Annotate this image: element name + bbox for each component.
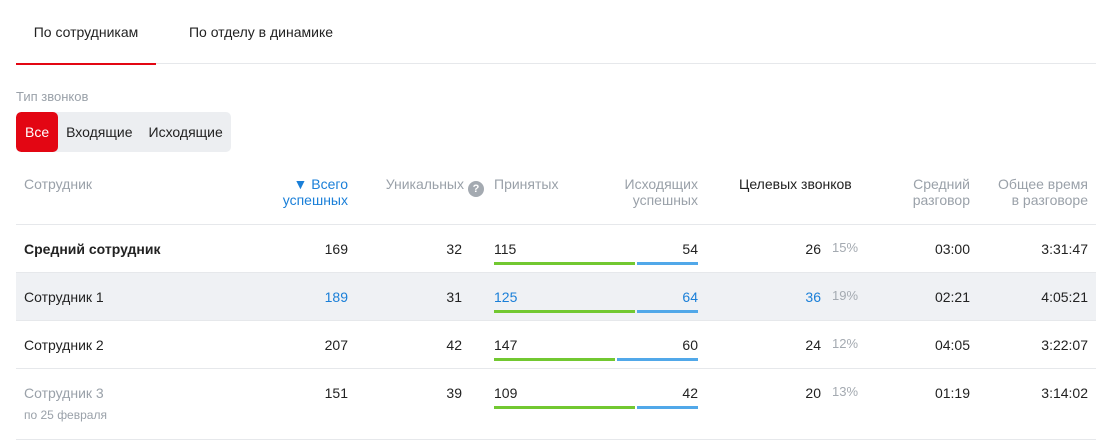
employee-name: Сотрудник 2 (24, 337, 104, 353)
accepted-value: 147 (494, 337, 518, 353)
col-header-employee[interactable]: Сотрудник (24, 176, 93, 192)
unique-value: 32 (446, 241, 462, 257)
accepted-value: 115 (494, 241, 517, 257)
call-type-incoming-button[interactable]: Входящие (66, 124, 133, 140)
help-icon[interactable]: ? (468, 181, 484, 197)
target-calls-percent: 19% (832, 288, 859, 303)
outgoing-bar-segment (637, 262, 698, 265)
col-header-total-line1: ▼ Всего (293, 176, 348, 192)
outgoing-value: 60 (682, 337, 698, 353)
total-talk-time-value: 3:31:47 (1041, 241, 1088, 257)
table-row[interactable]: Сотрудник 2 207 42 147 60 24 12% 04:05 3… (16, 320, 1096, 368)
call-type-segmented-control: Все Входящие Исходящие (16, 112, 231, 152)
total-successful-value: 169 (324, 241, 348, 257)
unique-value: 42 (446, 337, 462, 353)
total-successful-value: 207 (324, 337, 348, 353)
tab-bar: По сотрудникам По отделу в динамике (16, 0, 1096, 65)
call-type-all-button[interactable]: Все (16, 112, 59, 152)
calls-ratio-bar (494, 310, 698, 313)
avg-conversation-value: 02:21 (934, 289, 970, 305)
total-talk-time-value: 4:05:21 (1041, 289, 1088, 305)
tab-by-employees[interactable]: По сотрудникам (16, 0, 156, 65)
col-header-unique-label: Уникальных (385, 176, 464, 192)
call-type-label: Тип звонков (16, 89, 89, 104)
target-calls-percent: 12% (832, 336, 859, 351)
target-calls-percent: 15% (832, 240, 859, 255)
outgoing-value: 54 (682, 241, 698, 257)
col-header-outgoing-line2: успешных (632, 192, 698, 208)
accepted-bar-segment (494, 262, 635, 265)
accepted-value: 109 (494, 385, 518, 401)
outgoing-bar-segment (617, 358, 698, 361)
col-header-avg-line1: Средний (913, 176, 970, 192)
accepted-link[interactable]: 125 (494, 289, 518, 305)
total-successful-value: 151 (324, 385, 348, 401)
col-header-avg-conversation[interactable]: Средний разговор (880, 176, 970, 208)
col-header-time-line2: в разговоре (1011, 192, 1088, 208)
avg-conversation-value: 03:00 (934, 241, 970, 257)
employee-note: по 25 февраля (24, 408, 107, 422)
outgoing-value: 42 (682, 385, 698, 401)
calls-ratio-bar (494, 358, 698, 361)
col-header-outgoing-line1: Исходящих (624, 176, 698, 192)
calls-ratio-bar (494, 406, 698, 409)
outgoing-link[interactable]: 64 (682, 289, 698, 305)
col-header-total-line2: успешных (282, 192, 348, 208)
unique-value: 39 (446, 385, 462, 401)
tab-department-dynamics[interactable]: По отделу в динамике (188, 24, 334, 40)
target-calls-value: 26 (805, 241, 821, 257)
unique-value: 31 (446, 289, 462, 305)
accepted-bar-segment (494, 406, 635, 409)
total-talk-time-value: 3:22:07 (1041, 337, 1088, 353)
target-calls-link[interactable]: 36 (805, 289, 821, 305)
table-row: Средний сотрудник 169 32 115 54 26 15% 0… (16, 224, 1096, 272)
col-header-accepted[interactable]: Принятых (494, 176, 559, 192)
avg-conversation-value: 01:19 (934, 385, 970, 401)
employee-name: Средний сотрудник (24, 241, 161, 257)
total-talk-time-value: 3:14:02 (1041, 385, 1088, 401)
target-calls-value: 24 (805, 337, 821, 353)
col-header-time-line1: Общее время (998, 176, 1088, 192)
table-row[interactable]: Сотрудник 1 189 31 125 64 36 19% 02:21 4… (16, 272, 1096, 320)
outgoing-bar-segment (637, 406, 698, 409)
col-header-target-calls[interactable]: Целевых звонков (739, 176, 852, 192)
employee-name: Сотрудник 1 (24, 289, 104, 305)
table-row[interactable]: Сотрудник 3 по 25 февраля 151 39 109 42 … (16, 368, 1096, 440)
outgoing-bar-segment (637, 310, 698, 313)
col-header-avg-line2: разговор (912, 192, 970, 208)
col-header-outgoing-successful[interactable]: Исходящих успешных (598, 176, 698, 208)
avg-conversation-value: 04:05 (934, 337, 970, 353)
target-calls-percent: 13% (832, 384, 859, 399)
call-type-outgoing-button[interactable]: Исходящие (148, 124, 223, 140)
accepted-bar-segment (494, 358, 615, 361)
calls-ratio-bar (494, 262, 698, 265)
accepted-bar-segment (494, 310, 635, 313)
target-calls-value: 20 (805, 385, 821, 401)
total-successful-link[interactable]: 189 (324, 289, 348, 305)
col-header-total-successful[interactable]: ▼ Всего успешных (248, 176, 348, 208)
col-header-unique[interactable]: Уникальных? (360, 176, 484, 197)
employee-name: Сотрудник 3 (24, 385, 104, 401)
col-header-total-talk-time[interactable]: Общее время в разговоре (978, 176, 1088, 208)
